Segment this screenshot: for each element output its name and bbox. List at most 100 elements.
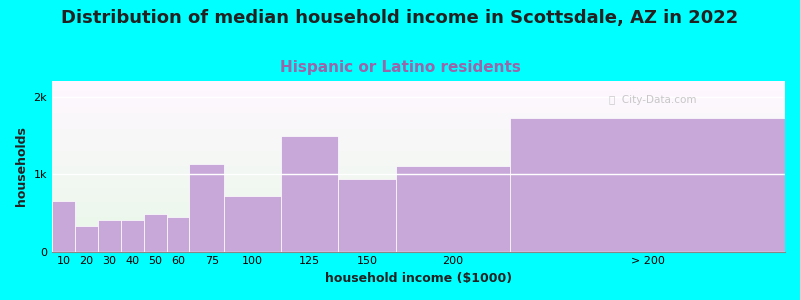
Bar — [52, 168, 785, 170]
Bar — [52, 231, 785, 233]
Bar — [52, 216, 785, 218]
Bar — [52, 146, 785, 148]
Bar — [52, 209, 785, 211]
Bar — [52, 218, 785, 219]
Bar — [52, 141, 785, 142]
Bar — [52, 238, 785, 240]
Bar — [52, 204, 785, 206]
Bar — [52, 93, 785, 94]
Bar — [52, 197, 785, 199]
Bar — [52, 228, 785, 230]
Bar — [52, 127, 785, 129]
Bar — [52, 96, 785, 98]
Bar — [52, 223, 785, 224]
Bar — [52, 125, 785, 127]
Bar — [52, 219, 785, 221]
Y-axis label: households: households — [15, 126, 28, 206]
Bar — [52, 175, 785, 176]
Bar — [52, 113, 785, 115]
Bar — [52, 194, 785, 195]
Bar — [52, 183, 785, 185]
Bar — [52, 165, 785, 166]
Bar — [52, 158, 785, 160]
Bar — [52, 199, 785, 200]
Bar — [52, 105, 785, 106]
Bar — [52, 101, 785, 103]
Bar — [52, 129, 785, 130]
Bar — [52, 236, 785, 238]
Bar — [52, 132, 785, 134]
Bar — [52, 88, 785, 89]
Bar — [52, 182, 785, 183]
Bar — [121, 220, 144, 252]
Bar — [52, 171, 785, 173]
Bar — [52, 106, 785, 108]
Bar — [52, 100, 785, 101]
Bar — [52, 233, 785, 235]
Bar — [52, 148, 785, 149]
Bar — [52, 180, 785, 182]
Bar — [52, 235, 785, 236]
Bar — [52, 118, 785, 120]
Bar — [52, 149, 785, 151]
Bar — [52, 201, 75, 252]
Bar — [52, 178, 785, 180]
Bar — [52, 154, 785, 156]
Bar — [144, 214, 166, 252]
Bar — [52, 156, 785, 158]
Bar — [52, 190, 785, 192]
Text: Distribution of median household income in Scottsdale, AZ in 2022: Distribution of median household income … — [62, 9, 738, 27]
Bar — [52, 144, 785, 146]
Bar — [52, 115, 785, 117]
Bar — [52, 120, 785, 122]
Bar — [52, 173, 785, 175]
Bar — [52, 163, 785, 165]
Text: Hispanic or Latino residents: Hispanic or Latino residents — [279, 60, 521, 75]
Bar — [52, 185, 785, 187]
Bar — [52, 122, 785, 124]
Bar — [52, 139, 785, 141]
Bar — [52, 112, 785, 113]
Bar — [98, 220, 121, 252]
Bar — [52, 240, 785, 241]
Bar — [52, 91, 785, 93]
Bar — [52, 200, 785, 202]
Bar — [52, 176, 785, 178]
Bar — [52, 161, 785, 163]
Bar — [52, 136, 785, 137]
Bar — [52, 86, 785, 88]
Bar — [224, 196, 281, 252]
Bar — [52, 241, 785, 243]
Bar — [52, 83, 785, 84]
Bar — [52, 153, 785, 154]
Bar — [52, 98, 785, 100]
Bar — [52, 170, 785, 171]
Bar — [52, 214, 785, 216]
Bar — [52, 202, 785, 204]
Bar — [396, 166, 510, 252]
Bar — [52, 84, 785, 86]
Bar — [52, 230, 785, 231]
Bar — [52, 124, 785, 125]
Bar — [281, 136, 338, 252]
Bar — [52, 247, 785, 248]
Bar — [52, 250, 785, 252]
Bar — [52, 211, 785, 212]
Bar — [166, 218, 190, 252]
Text: ⓘ  City-Data.com: ⓘ City-Data.com — [609, 94, 697, 105]
Bar — [52, 142, 785, 144]
Bar — [52, 137, 785, 139]
Bar — [75, 226, 98, 252]
Bar — [52, 94, 785, 96]
Bar — [52, 130, 785, 132]
Bar — [52, 166, 785, 168]
Bar — [52, 134, 785, 136]
Bar — [52, 195, 785, 197]
X-axis label: household income ($1000): household income ($1000) — [325, 272, 512, 285]
Bar — [52, 206, 785, 207]
Bar — [52, 221, 785, 223]
Bar — [338, 179, 396, 252]
Bar — [52, 212, 785, 214]
Bar — [52, 224, 785, 226]
Bar — [190, 164, 224, 252]
